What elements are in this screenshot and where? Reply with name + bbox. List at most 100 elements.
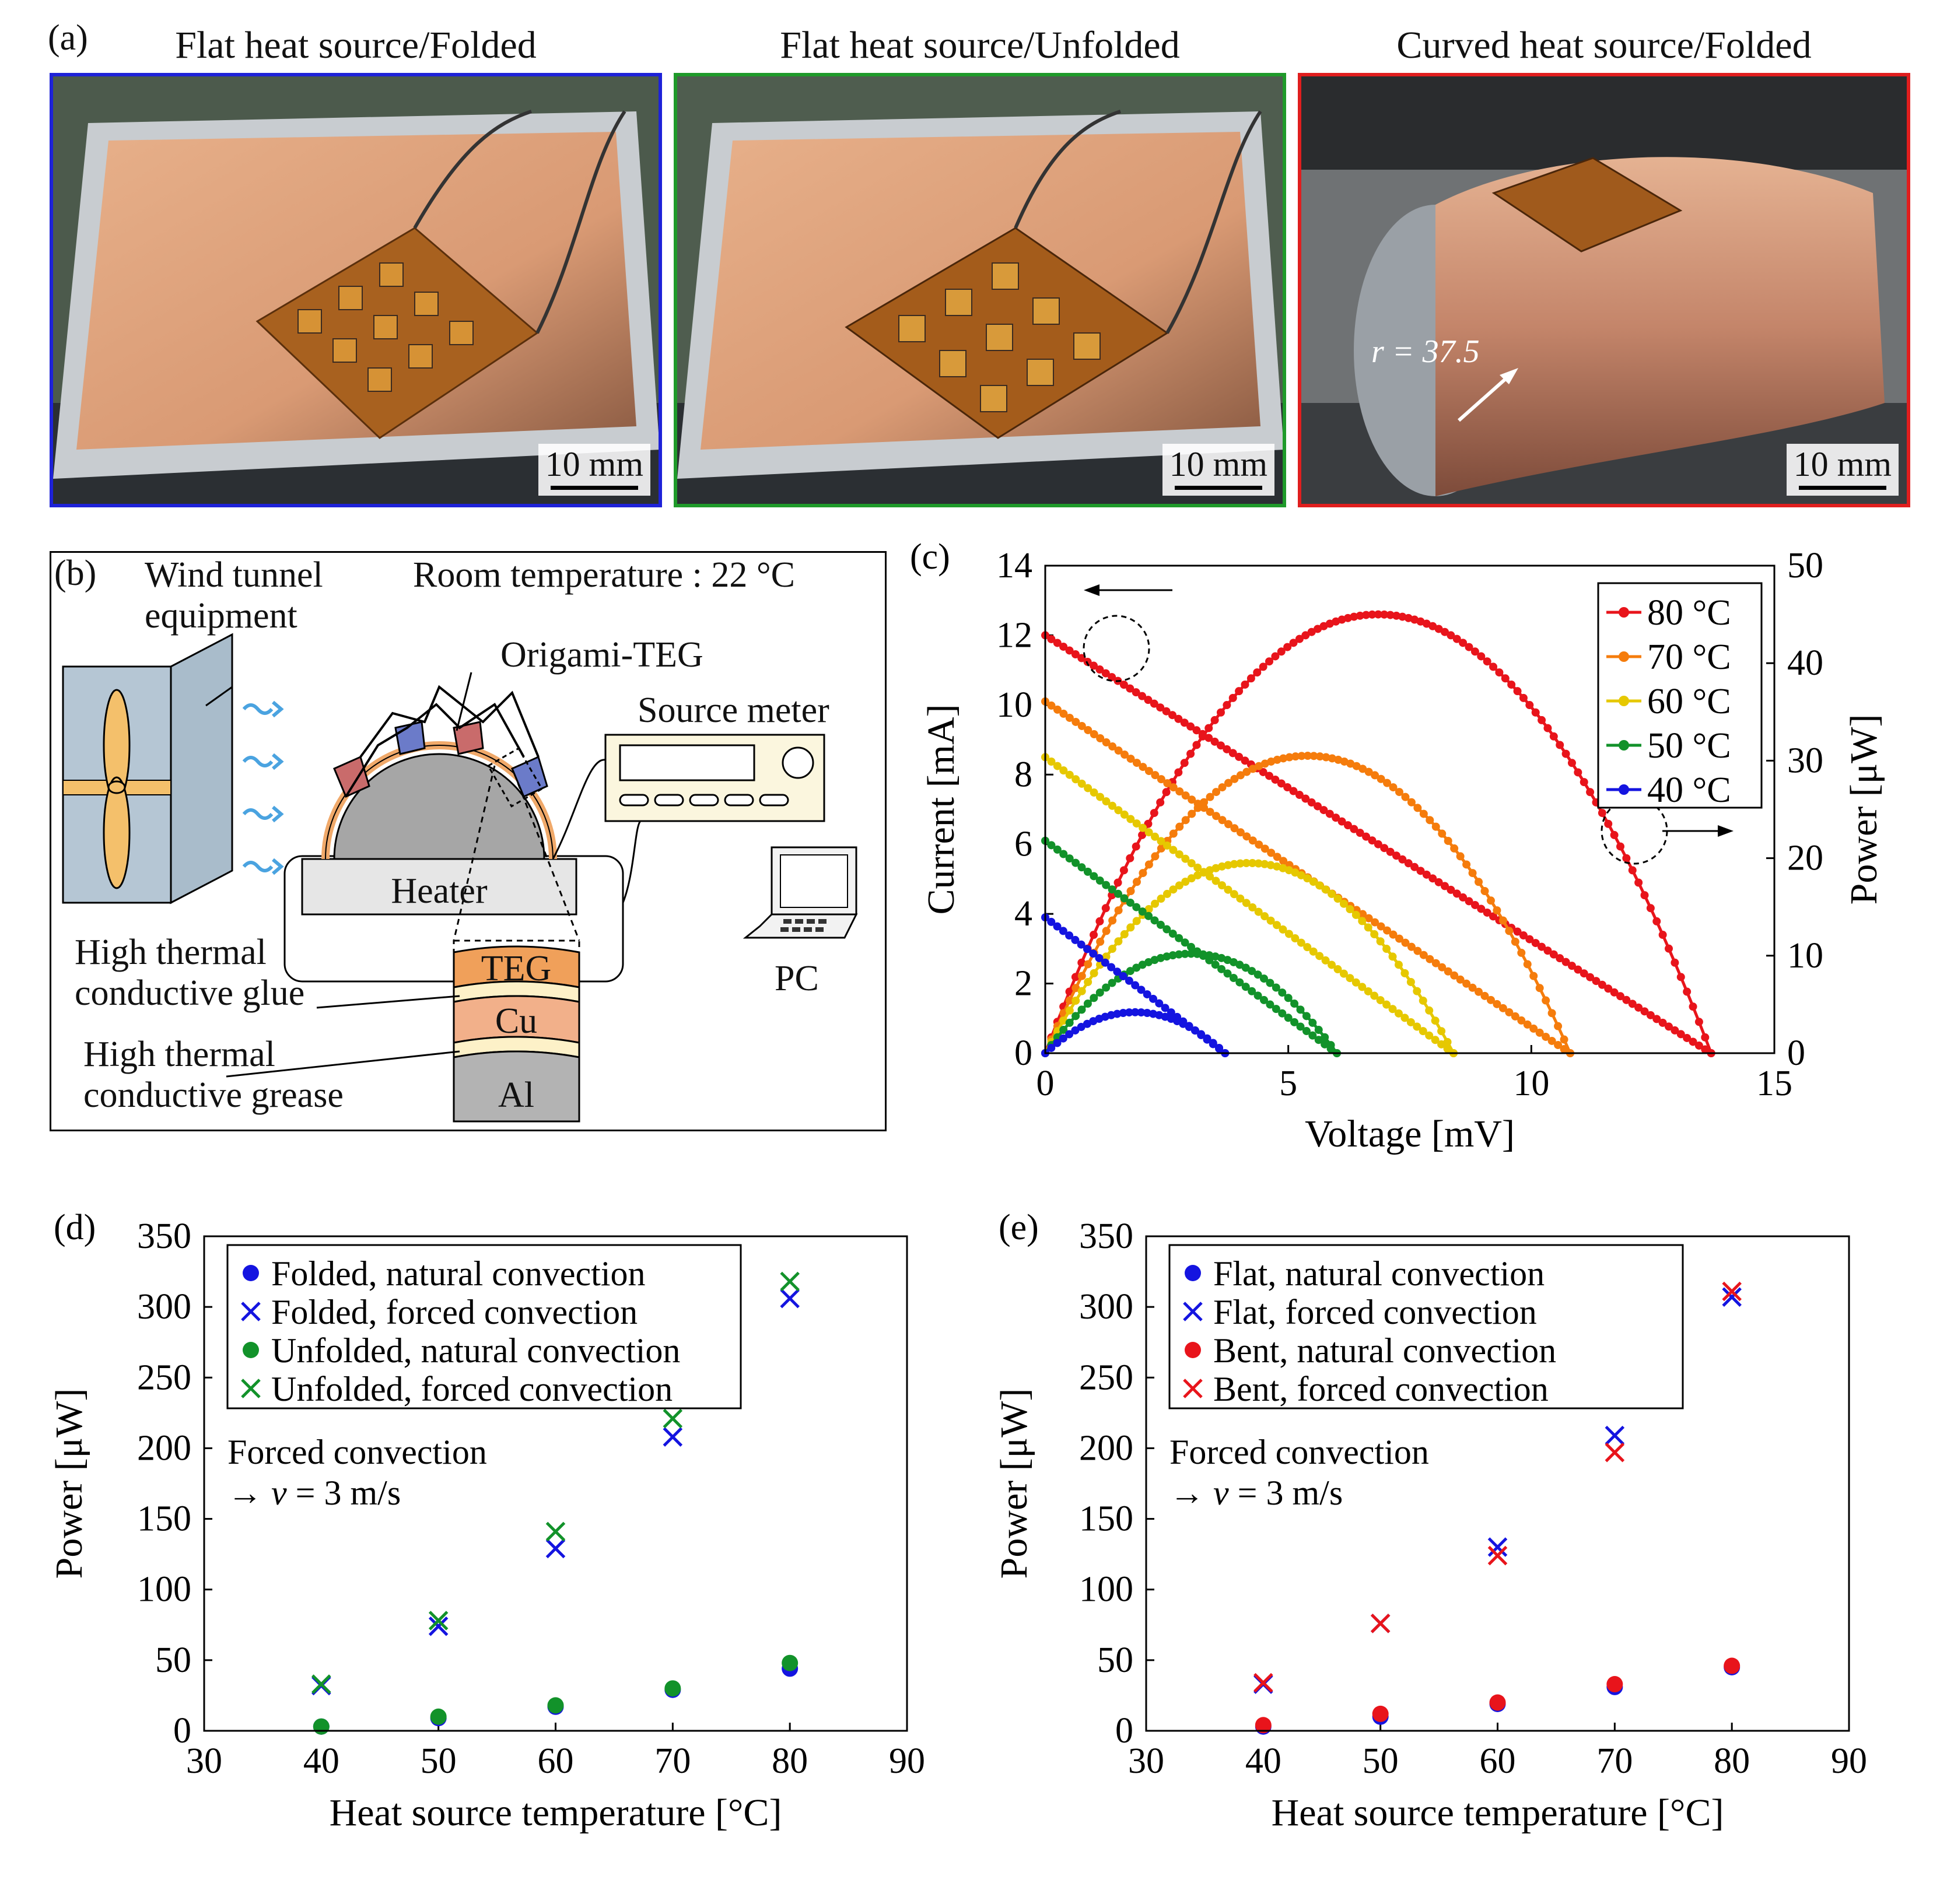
y-tick-label: 4: [1014, 894, 1032, 934]
iv-point: [1053, 705, 1062, 714]
iv-point: [1351, 978, 1360, 987]
iv-point: [1113, 967, 1122, 976]
data-point-cross: [428, 1616, 449, 1636]
iv-point: [1077, 654, 1086, 662]
iv-point: [1416, 867, 1425, 875]
power-point: [1102, 952, 1111, 961]
iv-point: [1211, 876, 1220, 885]
power-point: [1192, 741, 1201, 749]
power-point: [1671, 958, 1679, 967]
iv-point: [1337, 817, 1346, 826]
iv-point: [1640, 1007, 1649, 1016]
power-point: [1309, 877, 1318, 886]
power-point: [1291, 868, 1300, 877]
power-point: [1389, 783, 1398, 792]
cross-stroke: [241, 1302, 261, 1321]
iv-point: [1071, 858, 1080, 867]
power-point: [1132, 842, 1140, 851]
iv-point: [1223, 745, 1231, 753]
x-axis-title: Heat source temperature [°C]: [330, 1791, 782, 1834]
power-point: [1462, 860, 1471, 869]
power-point: [1622, 854, 1631, 862]
panel-c-label: (c): [910, 542, 950, 577]
power-point: [1586, 788, 1595, 797]
data-point-dot: [1606, 1676, 1623, 1693]
iv-point: [1374, 840, 1382, 848]
power-point: [1486, 896, 1495, 905]
power-point: [1289, 639, 1298, 647]
iv-point: [1480, 991, 1489, 1000]
iv-point: [1386, 847, 1395, 856]
iv-point: [1447, 885, 1455, 894]
power-arrow-head: [1718, 825, 1734, 837]
iv-point: [1279, 925, 1287, 934]
iv-point: [1404, 859, 1413, 868]
fan-blade-bottom: [103, 776, 131, 889]
iv-point: [1102, 738, 1111, 747]
iv-point: [1235, 752, 1244, 761]
iv-point: [1047, 841, 1056, 850]
y-tick-label: 10: [996, 685, 1032, 725]
power-point: [1616, 842, 1624, 851]
iv-point: [1265, 772, 1274, 780]
power-point: [1304, 752, 1312, 760]
iv-point: [1230, 890, 1238, 899]
iv-point: [1259, 767, 1267, 776]
power-point: [1235, 960, 1244, 969]
legend-box: [1168, 1244, 1684, 1409]
x-tick-label: 60: [538, 1741, 574, 1781]
iv-point: [1169, 783, 1178, 792]
power-point: [1610, 830, 1619, 839]
y-tick-label: 150: [137, 1499, 191, 1539]
power-point: [1206, 793, 1214, 801]
iv-point: [1132, 819, 1141, 828]
iv-point: [1519, 931, 1528, 940]
cross-stroke: [545, 1521, 566, 1542]
iv-point: [1162, 841, 1171, 850]
legend-label: 40 °C: [1647, 770, 1731, 810]
iv-point: [1065, 770, 1074, 779]
x-tick-label: 80: [772, 1741, 808, 1781]
iv-point: [1343, 821, 1352, 830]
iv-point: [1475, 987, 1483, 996]
power-point: [1077, 1005, 1086, 1014]
legend-label: 80 °C: [1647, 593, 1731, 633]
iv-point: [1187, 859, 1196, 868]
plot-frame: [1145, 1235, 1850, 1732]
power-point: [1090, 931, 1098, 939]
power-point: [1126, 967, 1134, 976]
iv-point: [1350, 825, 1358, 833]
power-point: [1077, 972, 1086, 980]
glue-label-2: conductive glue: [75, 973, 304, 1013]
iv-point: [1186, 722, 1195, 731]
iv-point: [1513, 927, 1522, 936]
iv-point: [1192, 726, 1201, 735]
power-point: [1230, 860, 1238, 868]
panel-label: (d): [54, 1213, 96, 1247]
power-point: [1224, 861, 1232, 869]
power-point: [1328, 889, 1336, 898]
iv-point: [1658, 1018, 1667, 1027]
source-meter-label: Source meter: [638, 690, 829, 730]
iv-point: [1376, 996, 1385, 1005]
iv-point: [1077, 940, 1085, 949]
iv-point: [1108, 673, 1116, 682]
y2-tick-label: 20: [1787, 839, 1823, 878]
power-point: [1628, 866, 1637, 875]
glue-label-1: High thermal: [75, 932, 267, 972]
power-point: [1235, 687, 1244, 696]
legend-marker: [241, 1302, 261, 1321]
power-point: [1315, 881, 1324, 890]
power-point: [1187, 874, 1196, 883]
power-point: [1077, 987, 1086, 995]
power-point: [1505, 927, 1514, 935]
iv-point: [1206, 872, 1214, 881]
legend-label: Unfolded, natural convection: [271, 1331, 680, 1370]
power-point: [1193, 871, 1202, 879]
x-tick-label: 50: [1363, 1741, 1399, 1781]
x-tick-label: 40: [303, 1741, 339, 1781]
power-point: [1241, 680, 1249, 689]
radius-label: r = 37.5: [1371, 334, 1480, 370]
power-point: [1291, 752, 1300, 761]
iv-point: [1380, 844, 1389, 853]
